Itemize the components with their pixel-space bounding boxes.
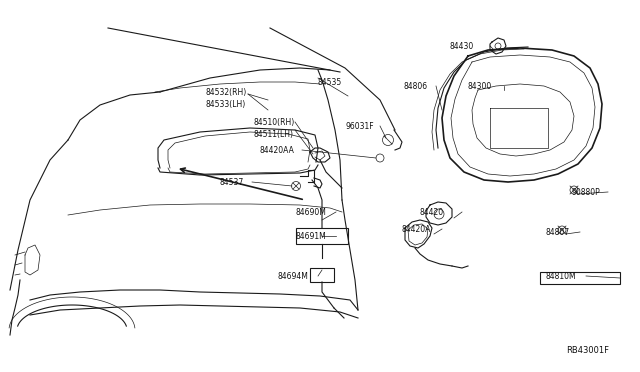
Text: 96031F: 96031F	[345, 122, 374, 131]
Text: 84511(LH): 84511(LH)	[253, 130, 293, 139]
Text: RB43001F: RB43001F	[566, 346, 609, 355]
Text: 84690M: 84690M	[296, 208, 327, 217]
Text: 84510(RH): 84510(RH)	[253, 118, 294, 127]
Text: 84532(RH): 84532(RH)	[205, 88, 246, 97]
Text: 84420: 84420	[420, 208, 444, 217]
Bar	[540, 272, 620, 284]
Text: 84806: 84806	[404, 82, 428, 91]
Text: 84533(LH): 84533(LH)	[205, 100, 245, 109]
Text: 84430: 84430	[450, 42, 474, 51]
Text: 84300: 84300	[468, 82, 492, 91]
Text: 84810M: 84810M	[546, 272, 577, 281]
Text: 84420A: 84420A	[402, 225, 431, 234]
Bar	[296, 228, 348, 244]
Text: 84537: 84537	[220, 178, 244, 187]
Bar	[310, 268, 334, 282]
Text: 84691M: 84691M	[296, 232, 327, 241]
Text: 84807: 84807	[546, 228, 570, 237]
Text: 84420AA: 84420AA	[260, 146, 295, 155]
Text: 90880P: 90880P	[572, 188, 601, 197]
Text: 84694M: 84694M	[278, 272, 309, 281]
Text: 84535: 84535	[318, 78, 342, 87]
